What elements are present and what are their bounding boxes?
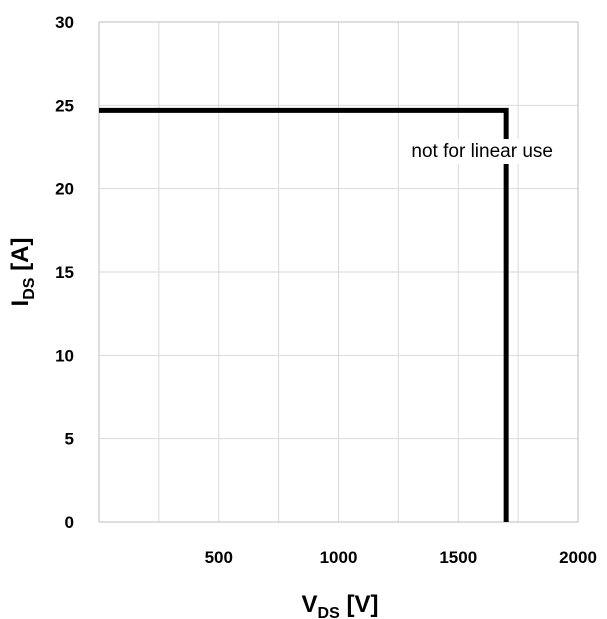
grid-lines — [99, 22, 578, 522]
annotation-background — [407, 139, 557, 164]
series-layer — [99, 107, 509, 522]
y-tick-label: 15 — [55, 263, 74, 282]
soa-boundary-line — [99, 107, 509, 522]
annotation-label: not for linear use — [411, 141, 553, 162]
y-tick-label: 20 — [55, 180, 74, 199]
x-tick-label: 1000 — [320, 548, 358, 567]
y-tick-label: 5 — [65, 430, 74, 449]
y-tick-label: 0 — [65, 513, 74, 532]
x-tick-label: 2000 — [559, 548, 597, 567]
plot-frame — [98, 21, 579, 523]
x-tick-labels: 500 1000 1500 2000 — [205, 548, 597, 567]
y-axis-title: IDS [A] — [7, 238, 38, 307]
x-axis-title: VDS [V] — [302, 591, 379, 619]
x-tick-label: 1500 — [439, 548, 477, 567]
y-tick-label: 30 — [55, 13, 74, 32]
y-tick-label: 10 — [55, 346, 74, 365]
plot-border — [98, 21, 579, 523]
y-tick-label: 25 — [55, 96, 74, 115]
y-tick-labels: 0 5 10 15 20 25 30 — [55, 13, 74, 532]
annotations: not for linear use — [407, 139, 557, 164]
x-tick-label: 500 — [205, 548, 233, 567]
